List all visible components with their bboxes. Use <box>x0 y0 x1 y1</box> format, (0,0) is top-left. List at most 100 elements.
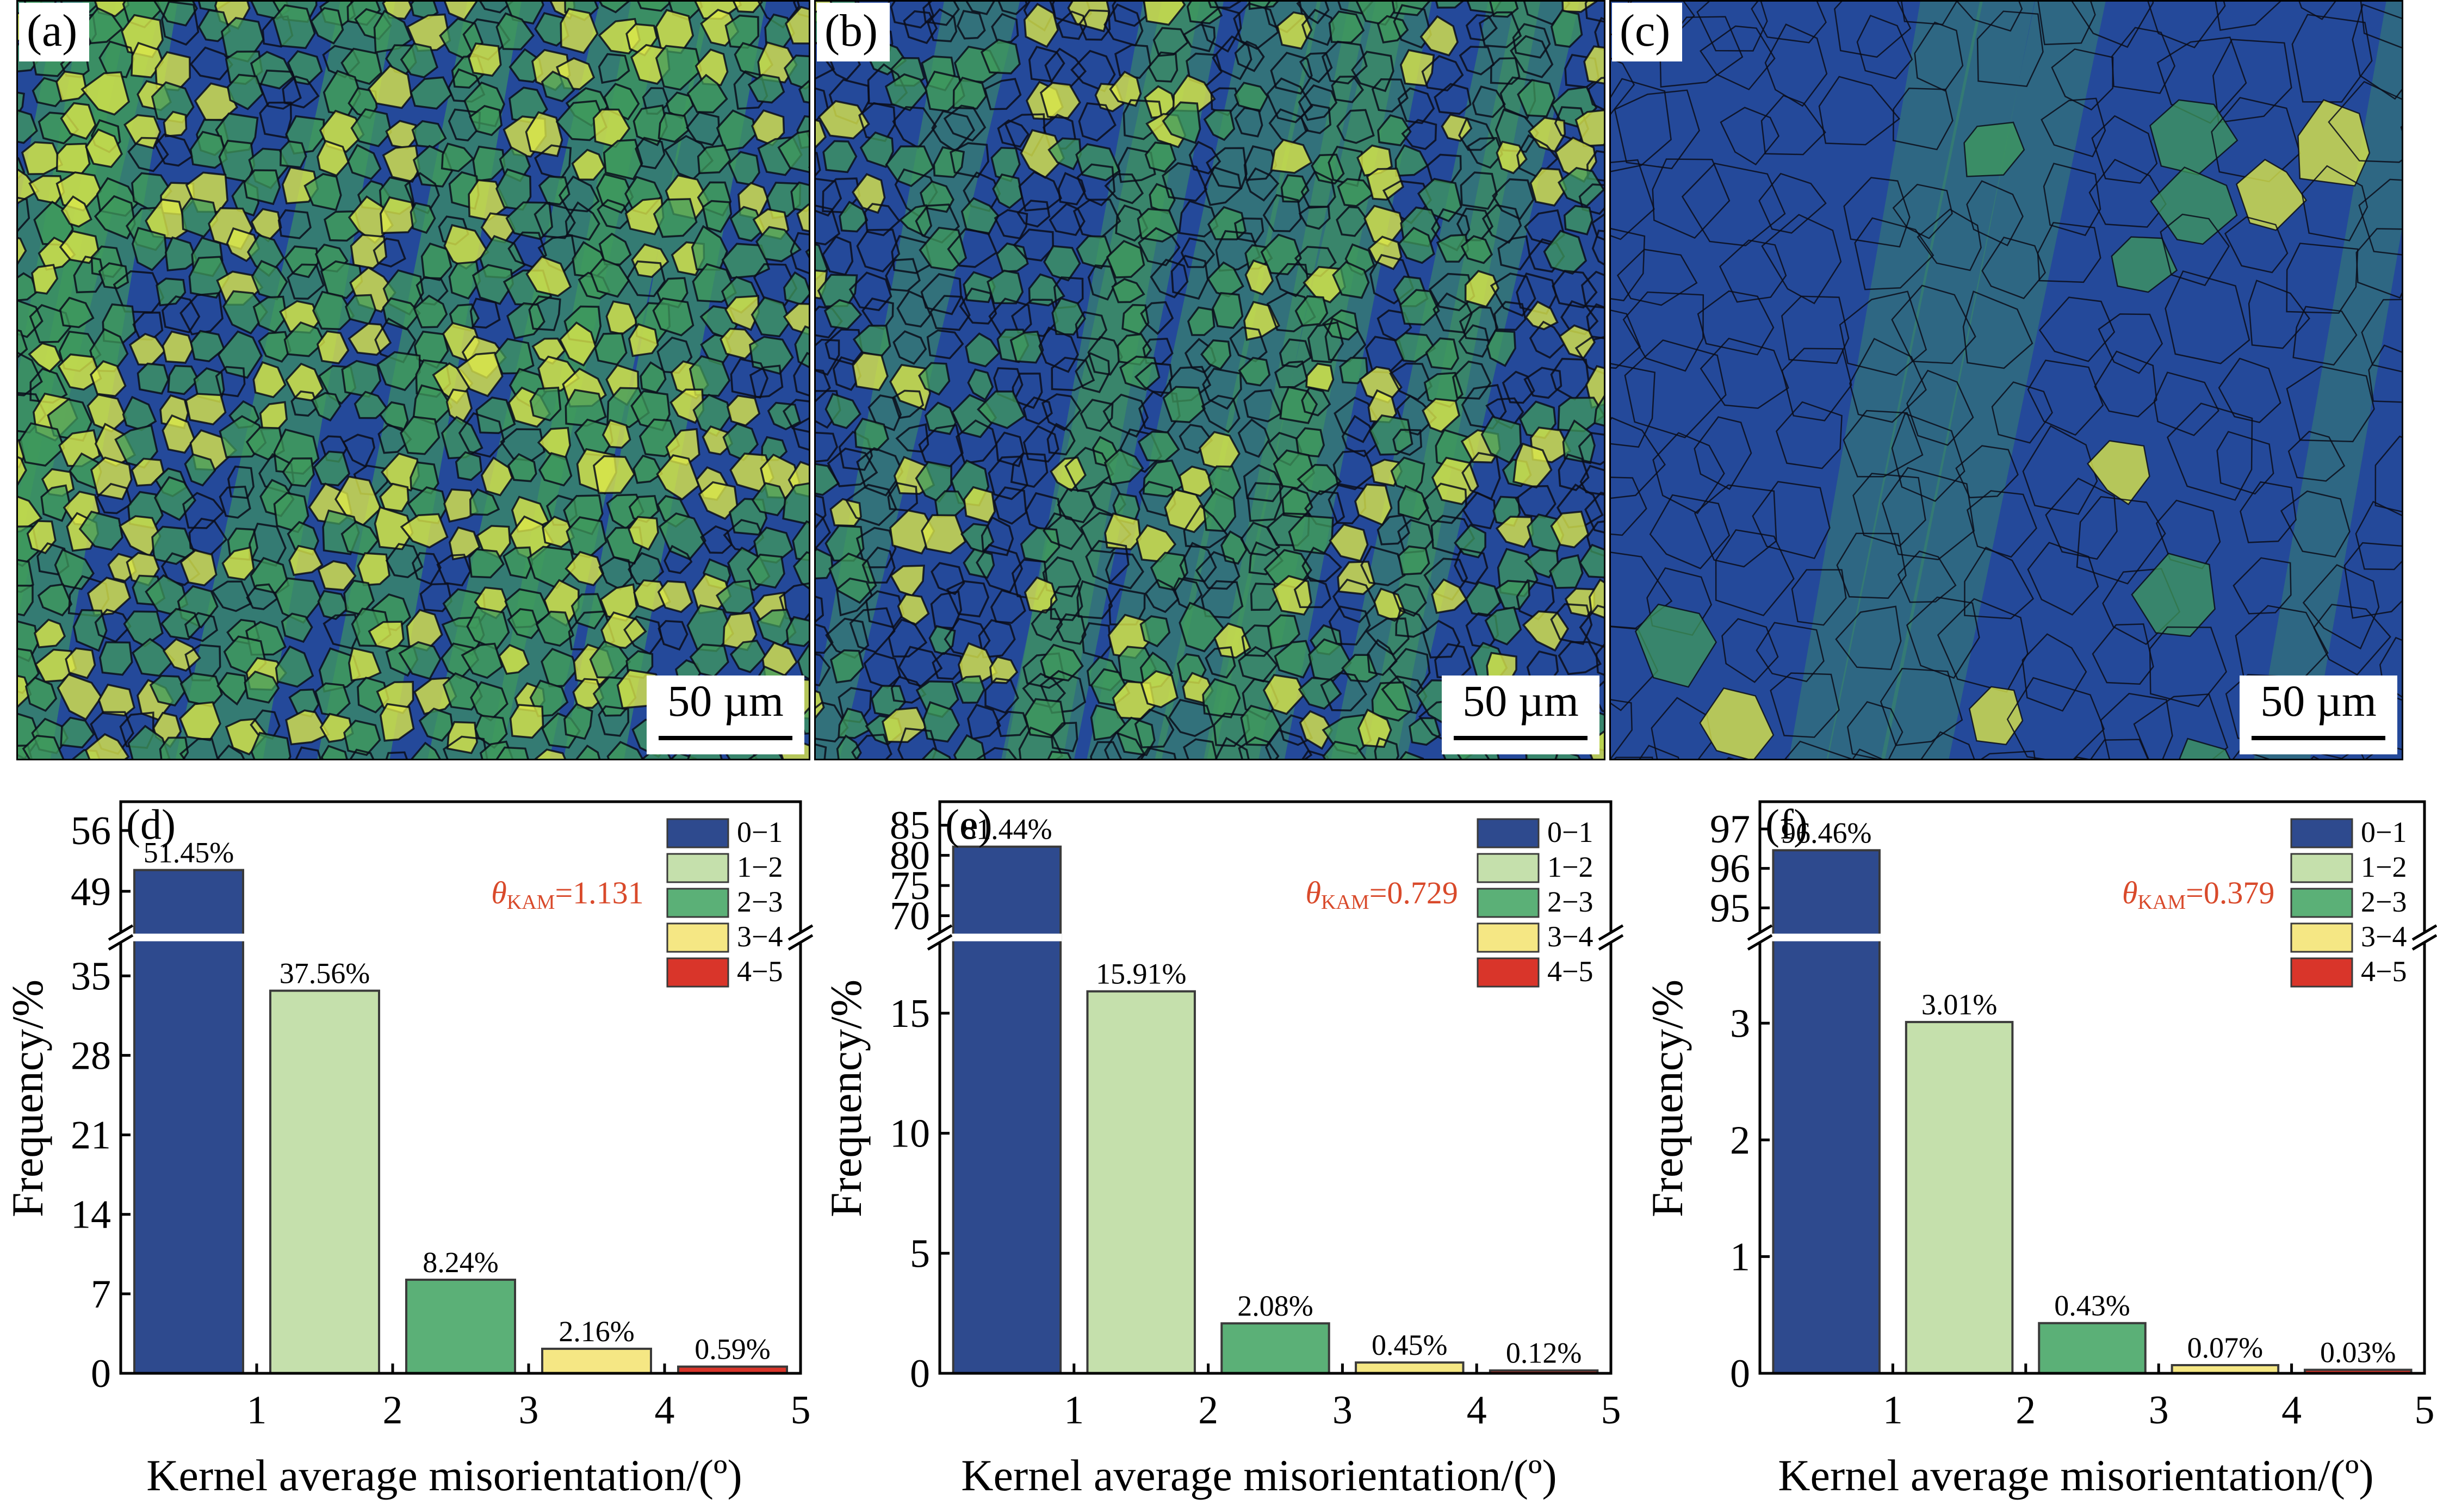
grain <box>1966 490 2037 558</box>
grain <box>1332 261 1370 299</box>
grain <box>418 708 454 742</box>
grain <box>1781 295 1850 364</box>
grain <box>1752 481 1831 560</box>
grain <box>822 140 858 173</box>
grain <box>1962 290 2033 369</box>
grain <box>376 351 421 392</box>
grain <box>162 414 196 454</box>
grain <box>628 516 659 551</box>
grain <box>1245 167 1280 202</box>
grain <box>2298 2 2336 21</box>
grain <box>1208 2 1242 9</box>
grain <box>1244 259 1274 296</box>
deformation-band <box>1826 2 2035 759</box>
grain <box>154 133 194 167</box>
grain <box>525 255 572 297</box>
grain <box>18 168 40 205</box>
grain <box>1212 292 1244 329</box>
grain <box>317 560 357 591</box>
grain <box>1399 289 1440 326</box>
grain <box>572 678 605 709</box>
grain <box>275 645 314 688</box>
grain <box>226 73 264 110</box>
grain <box>855 526 897 568</box>
grain <box>1367 639 1398 676</box>
y-axis-title: Frequency/% <box>821 980 871 1217</box>
bar-value-label: 3.01% <box>1921 988 1997 1021</box>
grain <box>1510 35 1554 78</box>
grain <box>320 745 348 759</box>
grain <box>469 298 501 329</box>
grain <box>1849 338 1927 423</box>
grain <box>2291 14 2373 103</box>
grain <box>18 422 65 467</box>
grain <box>2224 216 2289 274</box>
grain <box>1090 704 1127 741</box>
grain <box>890 676 927 704</box>
grain <box>1179 424 1213 454</box>
grain <box>990 589 1026 624</box>
grain <box>1649 494 1731 569</box>
grain <box>1611 159 1655 240</box>
grain <box>1215 736 1250 759</box>
grain <box>160 2 200 46</box>
grain <box>18 109 38 144</box>
grain <box>1040 643 1084 681</box>
grain <box>137 362 170 395</box>
grain <box>2218 357 2281 423</box>
scale-bar-label-b: 50 µm <box>1462 676 1579 726</box>
grain <box>1366 168 1404 201</box>
grain <box>1360 546 1406 586</box>
grain <box>448 526 481 561</box>
grain <box>1090 741 1123 759</box>
grain <box>943 104 987 142</box>
grain <box>1614 757 1653 759</box>
grain <box>2167 402 2253 501</box>
grain <box>243 169 281 206</box>
grain <box>1479 11 1522 48</box>
y-tick-label: 96 <box>1710 847 1750 891</box>
grain <box>1581 270 1604 309</box>
grain <box>785 616 809 647</box>
grain <box>783 302 809 336</box>
panel-label-a: (a) <box>19 3 90 61</box>
grain <box>1593 395 1604 427</box>
grain <box>1332 578 1377 623</box>
grain-layer <box>1611 2 2402 759</box>
bar-value-label: 0.12% <box>1506 1337 1582 1370</box>
grain <box>380 196 417 234</box>
grain <box>541 648 579 687</box>
grain <box>127 724 171 759</box>
grain <box>836 734 862 759</box>
grain <box>1270 139 1313 174</box>
grain <box>1529 320 1566 359</box>
grain <box>755 226 802 263</box>
grain <box>917 362 951 396</box>
grain <box>1880 668 1963 746</box>
grain <box>867 394 902 431</box>
grain <box>1057 488 1095 524</box>
grain <box>2041 97 2106 158</box>
grain <box>1422 398 1461 433</box>
grain <box>37 583 73 617</box>
grain <box>2147 2 2226 48</box>
grain <box>2037 221 2101 283</box>
grain <box>218 744 245 759</box>
grain <box>498 643 530 675</box>
grain <box>2094 350 2157 418</box>
grain <box>1043 245 1081 282</box>
grain <box>852 173 886 214</box>
grain <box>816 205 841 246</box>
y-tick-label: 97 <box>1710 807 1750 852</box>
grain <box>288 544 324 576</box>
grain <box>1320 672 1367 711</box>
grain <box>839 201 869 233</box>
grain <box>816 623 834 654</box>
grain <box>656 454 700 501</box>
grain <box>1550 9 1583 48</box>
grain <box>1168 698 1214 738</box>
grain <box>1964 546 2035 619</box>
grain <box>1381 675 1428 715</box>
grain <box>2150 166 2238 245</box>
